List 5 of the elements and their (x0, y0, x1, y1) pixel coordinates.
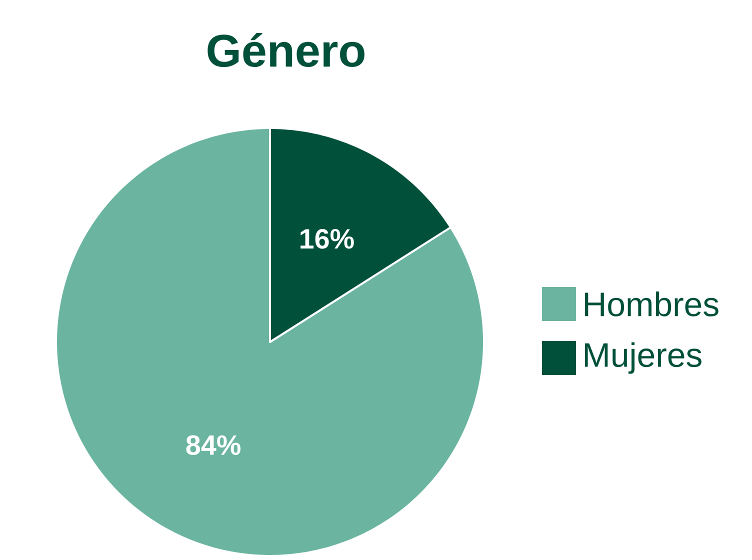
chart-title: Género (208, 32, 364, 68)
data-label: 84% (186, 435, 240, 455)
legend-label: Mujeres (584, 342, 702, 374)
legend-label: Hombres (584, 292, 718, 316)
data-label: 16% (300, 228, 354, 249)
